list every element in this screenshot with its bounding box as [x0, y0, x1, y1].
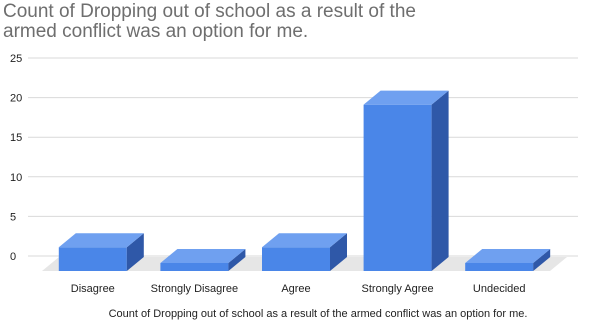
bar-disagree: [58, 233, 144, 271]
x-category-label: Agree: [281, 283, 310, 295]
y-tick-label: 0: [10, 251, 16, 263]
x-category-label: Strongly Agree: [362, 283, 434, 295]
x-axis-labels: Disagree Strongly Disagree Agree Strongly A…: [71, 283, 526, 295]
bar-strongly-agree: [363, 90, 449, 272]
bar-front: [262, 247, 330, 271]
bar-agree: [262, 233, 347, 271]
y-tick-label: 10: [10, 172, 22, 184]
x-category-label: Disagree: [71, 283, 115, 295]
bar-side: [330, 233, 347, 271]
bar-top: [363, 90, 449, 105]
chart-title: Count of Dropping out of school as a res…: [3, 1, 416, 42]
bar-side: [228, 249, 246, 271]
x-category-label: Undecided: [473, 283, 526, 295]
bar-front: [363, 104, 432, 272]
gridlines: [28, 57, 578, 257]
bar-side: [533, 249, 551, 271]
bar-front: [465, 263, 534, 271]
bar-front: [58, 247, 127, 271]
y-tick-label: 5: [10, 211, 16, 223]
bar-top: [262, 233, 347, 248]
y-tick-label: 15: [10, 132, 22, 144]
bar-top: [58, 233, 144, 248]
bar-top: [465, 249, 551, 263]
bar-front: [160, 263, 229, 271]
bar-side: [126, 233, 144, 271]
bar-top: [160, 249, 246, 263]
bar-strongly-disagree: [160, 249, 246, 271]
bar-side: [431, 90, 449, 272]
x-category-label: Strongly Disagree: [151, 283, 238, 295]
y-tick-label: 25: [10, 53, 22, 65]
bars: [58, 90, 551, 272]
bar-undecided: [465, 249, 551, 271]
y-axis-ticks: 0 5 10 15 20 25: [10, 53, 22, 263]
x-axis-title: Count of Dropping out of school as a res…: [109, 308, 528, 320]
y-tick-label: 20: [10, 93, 22, 105]
